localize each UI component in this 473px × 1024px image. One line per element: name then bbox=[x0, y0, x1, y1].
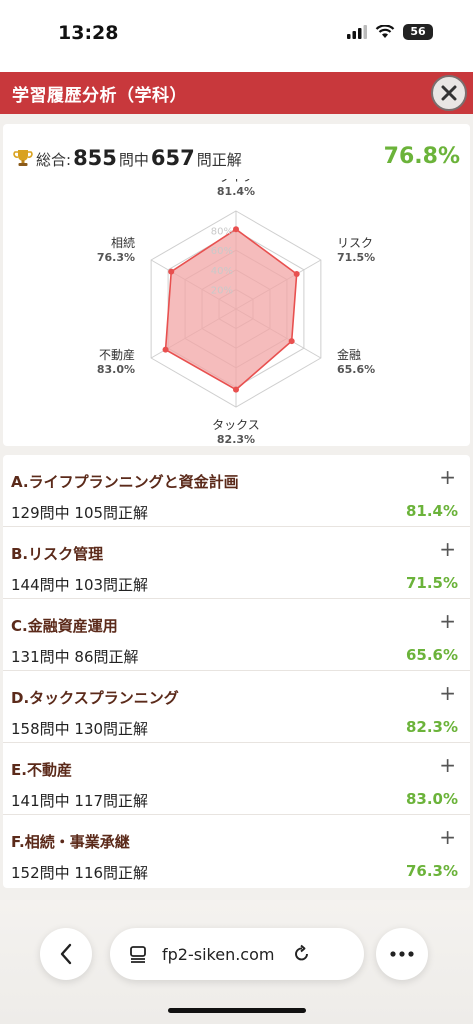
back-button[interactable] bbox=[40, 928, 92, 980]
total-correct: 657 bbox=[150, 146, 195, 170]
category-percent: 65.6% bbox=[405, 646, 458, 664]
page-title: 学習履歴分析（学科） bbox=[12, 85, 187, 106]
home-indicator bbox=[168, 1008, 306, 1013]
radar-point bbox=[233, 226, 239, 233]
expand-icon[interactable]: + bbox=[439, 609, 456, 633]
radar-point bbox=[168, 268, 175, 275]
category-title: C.金融資産運用 bbox=[11, 617, 118, 635]
reload-icon[interactable] bbox=[292, 944, 312, 964]
category-percent: 71.5% bbox=[405, 574, 458, 592]
category-title: B.リスク管理 bbox=[11, 545, 104, 563]
expand-icon[interactable]: + bbox=[439, 537, 456, 561]
category-title: A.ライフプランニングと資金計画 bbox=[11, 473, 239, 491]
category-detail: 131問中 86問正解 bbox=[11, 648, 139, 666]
category-detail: 158問中 130問正解 bbox=[11, 720, 149, 738]
radar-point bbox=[288, 338, 295, 345]
radar-axis-label: 不動産 bbox=[99, 347, 135, 362]
category-item[interactable]: C.金融資産運用 +131問中 86問正解 65.6% bbox=[3, 599, 470, 671]
total-suffix: 問正解 bbox=[196, 151, 242, 169]
radar-ring-label: 80% bbox=[211, 227, 233, 238]
radar-value-label: 81.4% bbox=[217, 185, 255, 198]
category-item[interactable]: F.相続・事業承継 +152問中 116問正解 76.3% bbox=[3, 815, 470, 887]
category-detail: 152問中 116問正解 bbox=[11, 864, 149, 882]
more-icon bbox=[390, 951, 414, 957]
close-icon bbox=[441, 85, 457, 101]
radar-point bbox=[162, 346, 169, 353]
radar-point bbox=[233, 386, 239, 393]
category-percent: 81.4% bbox=[405, 502, 458, 520]
category-detail: 144問中 103問正解 bbox=[11, 576, 149, 594]
radar-value-label: 83.0% bbox=[97, 363, 135, 376]
expand-icon[interactable]: + bbox=[439, 681, 456, 705]
trophy-icon bbox=[13, 150, 33, 166]
radar-axis-label: リスク bbox=[337, 236, 373, 250]
radar-axis-label: ライフ bbox=[218, 179, 254, 184]
status-icons: 56 bbox=[347, 24, 433, 40]
radar-ring-label: 60% bbox=[211, 246, 233, 257]
category-title: D.タックスプランニング bbox=[11, 689, 179, 707]
category-list: A.ライフプランニングと資金計画 +129問中 105問正解 81.4% B.リスク管… bbox=[3, 455, 470, 888]
status-time: 13:28 bbox=[58, 22, 119, 44]
page-menu-icon bbox=[130, 946, 146, 963]
radar-chart: 20%40%60%80%ライフ81.4%リスク71.5%金融65.6%タックス8… bbox=[97, 179, 375, 444]
more-button[interactable] bbox=[376, 928, 428, 980]
radar-ring-label: 20% bbox=[211, 285, 233, 296]
wifi-icon bbox=[375, 25, 395, 38]
battery-icon: 56 bbox=[403, 24, 433, 40]
chevron-left-icon bbox=[60, 943, 72, 965]
category-percent: 82.3% bbox=[405, 718, 458, 736]
status-bar: 13:28 56 bbox=[0, 0, 473, 72]
category-item[interactable]: B.リスク管理 +144問中 103問正解 71.5% bbox=[3, 527, 470, 599]
total-mid: 問中 bbox=[118, 151, 149, 169]
category-item[interactable]: A.ライフプランニングと資金計画 +129問中 105問正解 81.4% bbox=[3, 455, 470, 527]
radar-ring-label: 40% bbox=[211, 266, 233, 277]
radar-value-label: 82.3% bbox=[217, 433, 255, 444]
expand-icon[interactable]: + bbox=[439, 465, 456, 489]
expand-icon[interactable]: + bbox=[439, 825, 456, 849]
radar-value-label: 71.5% bbox=[337, 251, 375, 264]
close-button[interactable] bbox=[431, 75, 467, 111]
radar-value-label: 65.6% bbox=[337, 363, 375, 376]
category-title: F.相続・事業承継 bbox=[11, 833, 130, 851]
category-percent: 76.3% bbox=[405, 862, 458, 880]
category-title: E.不動産 bbox=[11, 761, 72, 779]
radar-value-label: 76.3% bbox=[97, 251, 135, 264]
radar-point bbox=[293, 270, 300, 277]
radar-axis-label: タックス bbox=[212, 418, 260, 432]
page-header: 学習履歴分析（学科） bbox=[0, 72, 473, 114]
category-detail: 129問中 105問正解 bbox=[11, 504, 149, 522]
category-item[interactable]: E.不動産 +141問中 117問正解 83.0% bbox=[3, 743, 470, 815]
total-percent: 76.8% bbox=[383, 144, 460, 169]
radar-axis-label: 相続 bbox=[111, 236, 135, 250]
signal-icon bbox=[347, 25, 367, 39]
url-text: fp2-siken.com bbox=[162, 944, 275, 964]
summary-card: 総合: 855 問中 657 問正解 76.8% 20% 40% 60% 80% ライフ… bbox=[3, 124, 470, 446]
expand-icon[interactable]: + bbox=[439, 753, 456, 777]
total-prefix: 総合: bbox=[36, 151, 72, 169]
radar-axis-label: 金融 bbox=[337, 347, 361, 362]
category-percent: 83.0% bbox=[405, 790, 458, 808]
total-summary: 総合: 855 問中 657 問正解 bbox=[13, 146, 242, 170]
category-detail: 141問中 117問正解 bbox=[11, 792, 149, 810]
address-bar[interactable]: fp2-siken.com bbox=[110, 928, 364, 980]
category-item[interactable]: D.タックスプランニング +158問中 130問正解 82.3% bbox=[3, 671, 470, 743]
total-questions: 855 bbox=[73, 146, 117, 170]
